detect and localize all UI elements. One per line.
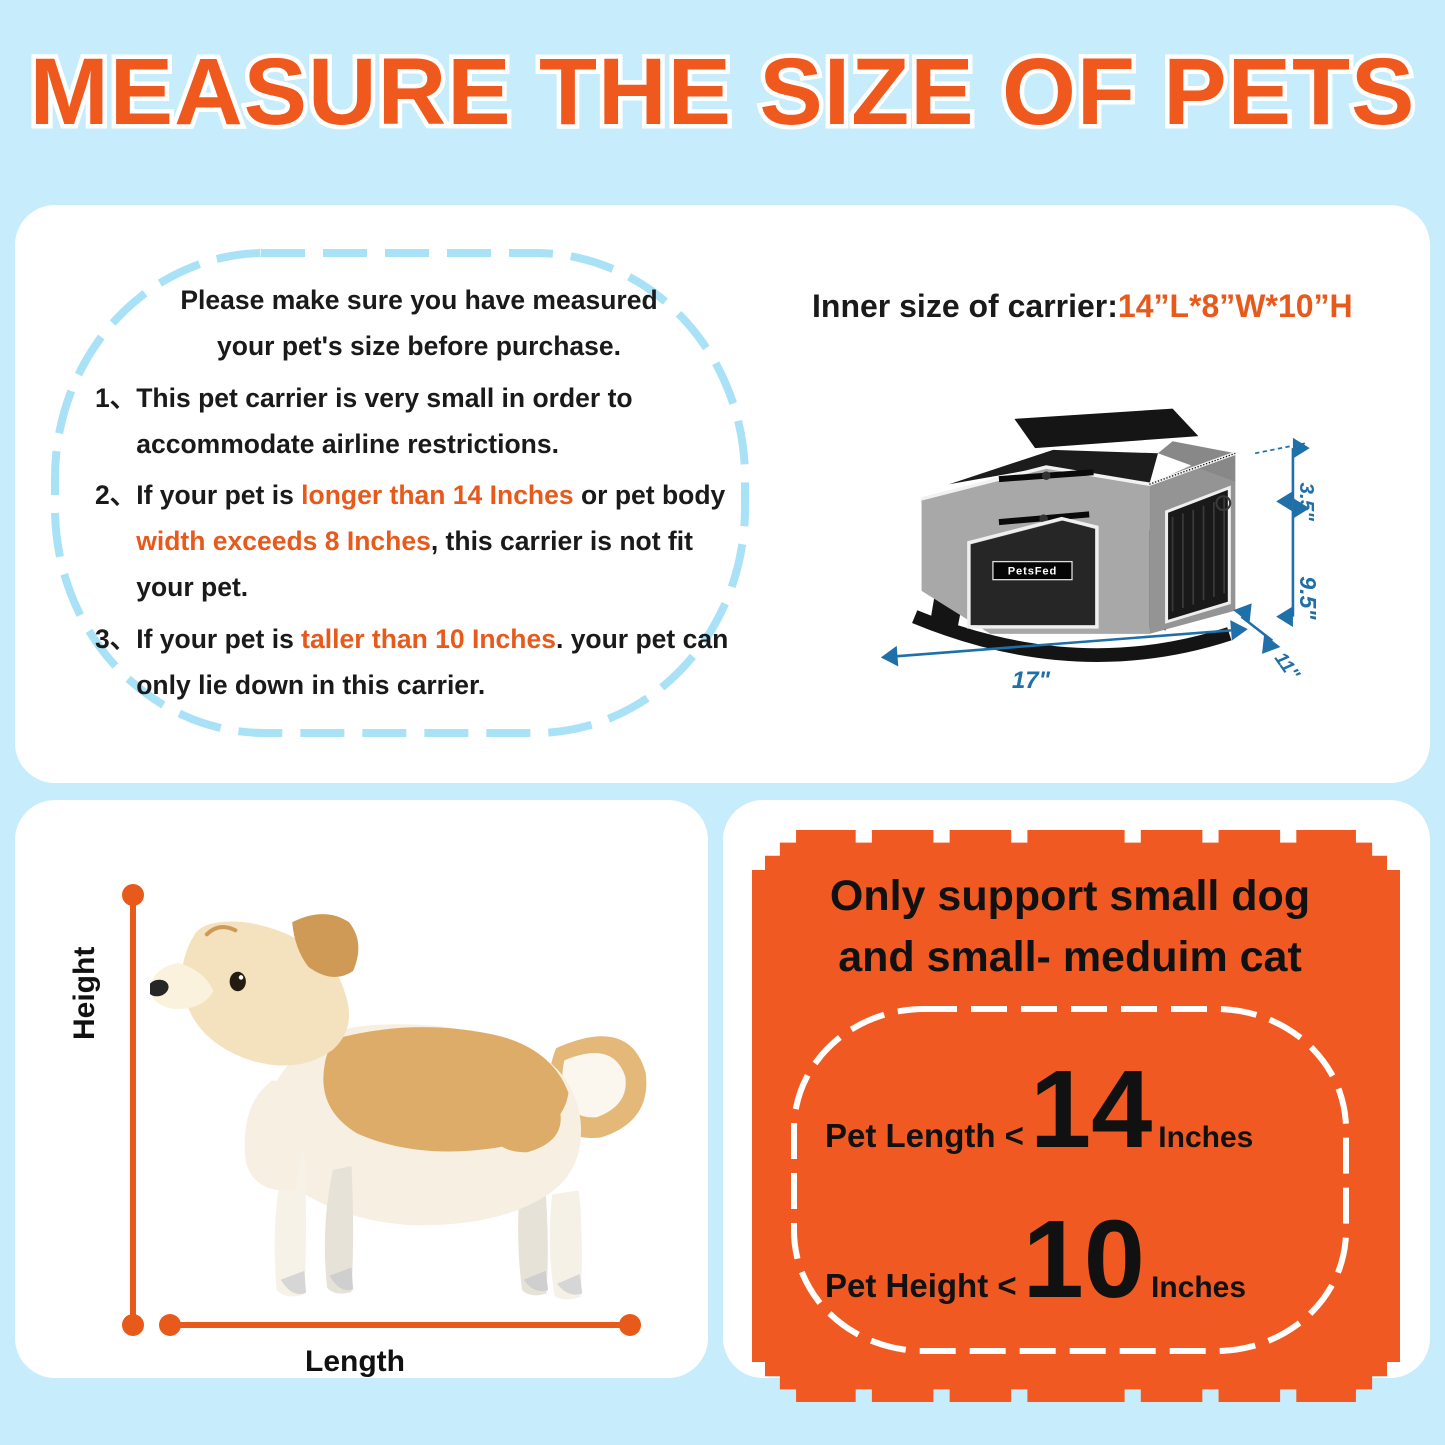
svg-text:9.5": 9.5" — [1295, 576, 1321, 620]
svg-text:17": 17" — [1012, 667, 1051, 694]
svg-text:PetsFed: PetsFed — [1008, 566, 1057, 578]
svg-text:11": 11" — [1270, 649, 1304, 685]
svg-text:3.5": 3.5" — [1295, 483, 1318, 522]
